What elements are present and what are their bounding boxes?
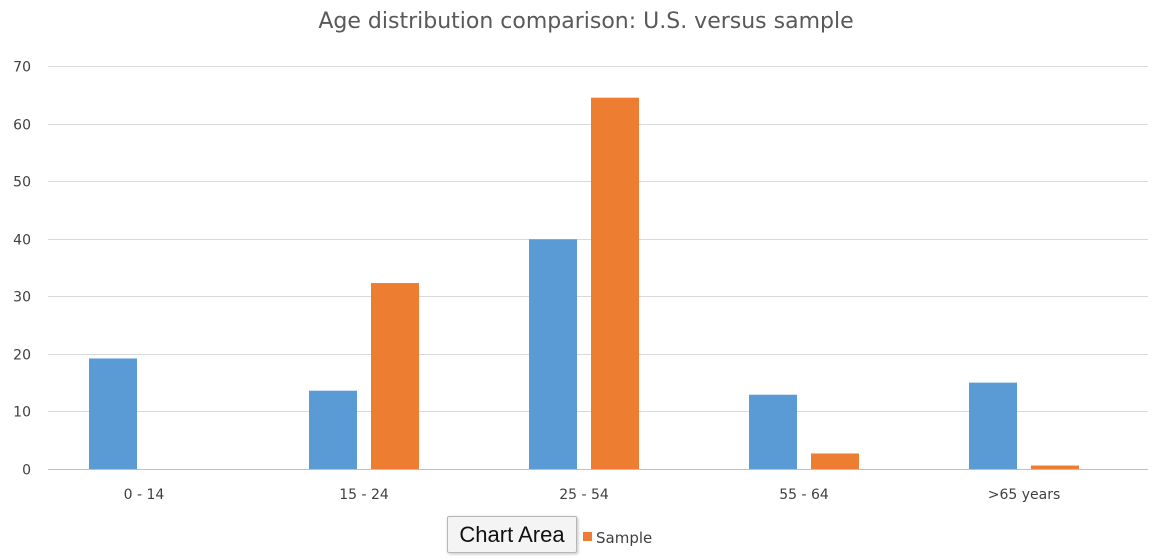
chart-title: Age distribution comparison: U.S. versus… — [318, 9, 853, 34]
chart-area-tooltip: Chart Area — [447, 516, 577, 553]
bar-sample-1[interactable] — [371, 283, 419, 469]
x-tick-label: >65 years — [988, 487, 1061, 503]
x-tick-label: 15 - 24 — [339, 487, 389, 503]
x-axis-ticks: 0 - 14 15 - 24 25 - 54 55 - 64 >65 years — [124, 487, 1061, 503]
bar-series-1-3[interactable] — [749, 394, 797, 469]
y-tick-label: 30 — [13, 290, 31, 306]
y-tick-label: 10 — [13, 405, 31, 421]
legend-swatch-sample — [583, 532, 592, 541]
x-tick-label: 25 - 54 — [559, 487, 609, 503]
legend[interactable]: Sample — [583, 529, 652, 547]
y-axis-ticks: 0 10 20 30 40 50 60 70 — [13, 60, 31, 479]
legend-label-sample: Sample — [596, 529, 652, 547]
y-tick-label: 60 — [13, 118, 31, 134]
bar-series-1-1[interactable] — [309, 390, 357, 469]
y-tick-label: 40 — [13, 233, 31, 249]
y-tick-label: 20 — [13, 348, 31, 364]
y-tick-label: 70 — [13, 60, 31, 76]
x-tick-label: 0 - 14 — [124, 487, 165, 503]
bar-series-1-4[interactable] — [969, 382, 1017, 469]
x-tick-label: 55 - 64 — [779, 487, 829, 503]
bar-sample-3[interactable] — [811, 453, 859, 469]
bar-series-1-2[interactable] — [529, 239, 577, 469]
bars — [89, 97, 1079, 470]
bar-sample-2[interactable] — [591, 97, 639, 470]
bar-sample-4[interactable] — [1031, 465, 1079, 469]
y-tick-label: 0 — [22, 463, 31, 479]
y-tick-label: 50 — [13, 175, 31, 191]
bar-series-1-0[interactable] — [89, 358, 137, 469]
